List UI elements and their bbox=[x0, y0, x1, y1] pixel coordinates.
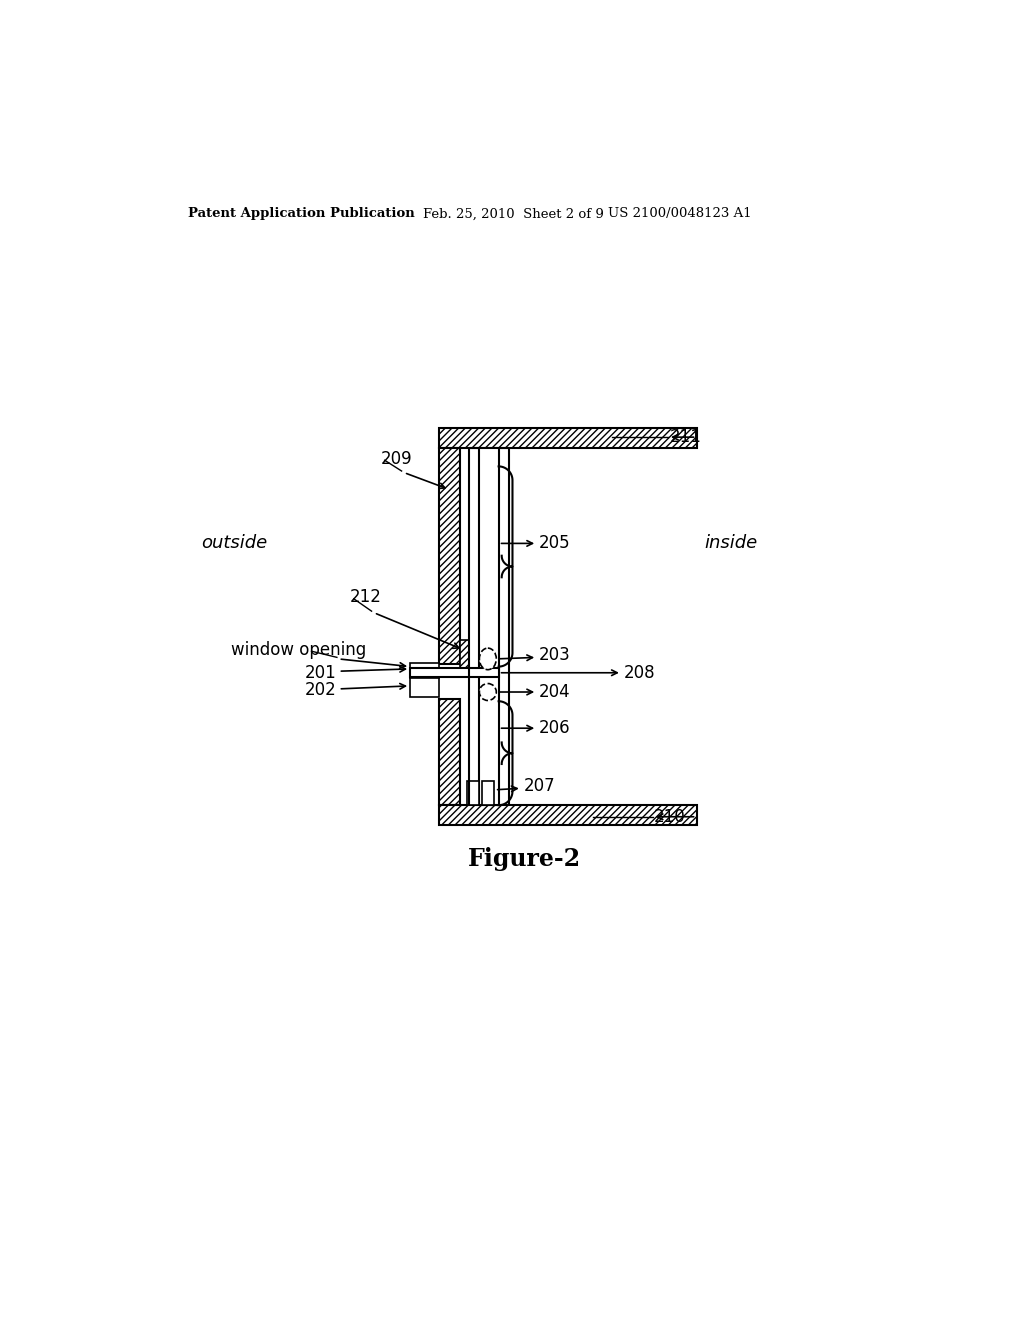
Text: 201: 201 bbox=[305, 664, 337, 681]
Text: inside: inside bbox=[705, 535, 758, 552]
Text: window opening: window opening bbox=[230, 640, 366, 659]
Text: 205: 205 bbox=[539, 535, 570, 552]
Bar bbox=[467, 780, 479, 805]
Bar bbox=[410, 668, 499, 677]
Bar bbox=[438, 428, 696, 447]
Bar bbox=[478, 447, 499, 805]
Bar bbox=[438, 805, 696, 825]
Text: Patent Application Publication: Patent Application Publication bbox=[188, 207, 415, 220]
Text: Feb. 25, 2010  Sheet 2 of 9: Feb. 25, 2010 Sheet 2 of 9 bbox=[423, 207, 604, 220]
Ellipse shape bbox=[479, 684, 497, 701]
Text: outside: outside bbox=[202, 535, 267, 552]
Text: 211: 211 bbox=[670, 428, 701, 446]
Bar bbox=[460, 640, 469, 671]
Bar bbox=[410, 678, 438, 697]
Text: 210: 210 bbox=[654, 808, 686, 826]
Text: Figure-2: Figure-2 bbox=[468, 847, 582, 871]
Ellipse shape bbox=[479, 648, 497, 669]
Bar bbox=[438, 447, 460, 664]
Text: 208: 208 bbox=[624, 664, 655, 681]
Bar bbox=[438, 700, 460, 805]
Bar bbox=[481, 780, 494, 805]
Text: 202: 202 bbox=[305, 681, 337, 698]
Text: US 2100/0048123 A1: US 2100/0048123 A1 bbox=[608, 207, 752, 220]
Text: 204: 204 bbox=[539, 682, 570, 701]
Bar bbox=[410, 663, 438, 678]
Text: 206: 206 bbox=[539, 719, 570, 737]
Text: 207: 207 bbox=[523, 777, 555, 795]
Text: 203: 203 bbox=[539, 645, 570, 664]
Text: 212: 212 bbox=[350, 589, 382, 606]
Text: 209: 209 bbox=[381, 450, 413, 467]
